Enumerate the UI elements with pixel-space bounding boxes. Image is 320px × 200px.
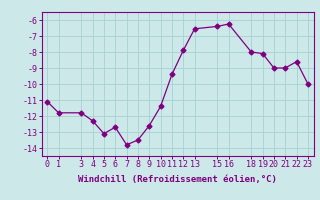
X-axis label: Windchill (Refroidissement éolien,°C): Windchill (Refroidissement éolien,°C) <box>78 175 277 184</box>
